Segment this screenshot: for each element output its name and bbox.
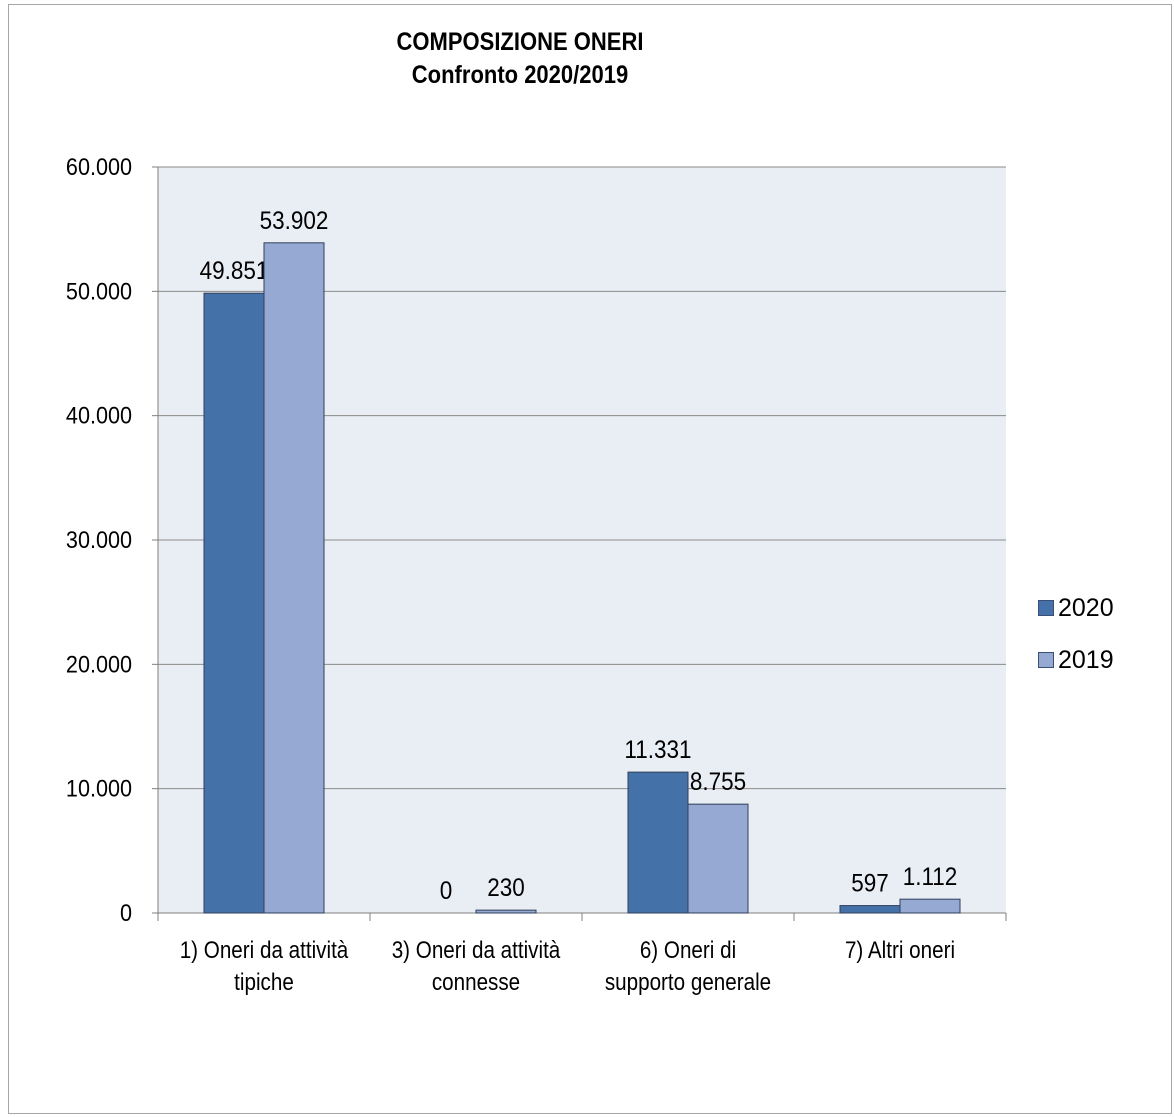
y-tick-label: 50.000: [66, 277, 132, 304]
legend-label: 2019: [1058, 645, 1114, 674]
legend-item-2020: 2020: [1038, 591, 1114, 625]
y-tick-label: 30.000: [66, 526, 132, 553]
x-category-label: 6) Oneri di: [640, 937, 736, 964]
bar-2020-3: [839, 905, 901, 914]
bar-2020-2: [627, 771, 689, 914]
y-tick-label: 40.000: [66, 402, 132, 429]
x-category-label: 1) Oneri da attività: [180, 937, 349, 964]
chart-subtitle: Confronto 2020/2019: [411, 61, 629, 89]
legend-item-2019: 2019: [1038, 643, 1114, 677]
y-tick-label: 10.000: [66, 775, 132, 802]
data-label-2020-2: 11.331: [624, 736, 691, 764]
x-category-label: tipiche: [234, 969, 294, 996]
x-category-label: 7) Altri oneri: [845, 937, 955, 964]
chart-title-block: COMPOSIZIONE ONERI Confronto 2020/2019: [291, 26, 749, 92]
bar-2020-0: [203, 292, 265, 914]
y-tick-label: 20.000: [66, 650, 132, 677]
legend: 2020 2019: [1038, 591, 1114, 695]
data-label-2019-1: 230: [487, 874, 525, 902]
data-label-2019-0: 53.902: [260, 207, 329, 235]
x-category-label: connesse: [432, 969, 520, 996]
bar-2019-2: [687, 803, 749, 914]
data-label-2019-3: 1.112: [903, 863, 958, 891]
bar-2019-3: [899, 898, 961, 914]
bar-2019-0: [263, 242, 325, 914]
x-category-label: 3) Oneri da attività: [392, 937, 561, 964]
x-category-label: supporto generale: [605, 969, 771, 996]
data-label-2020-0: 49.851: [200, 257, 269, 285]
data-label-2020-1: 0: [440, 877, 453, 905]
chart-title: COMPOSIZIONE ONERI: [396, 28, 644, 56]
legend-label: 2020: [1058, 593, 1114, 622]
bar-2019-1: [475, 909, 537, 914]
data-label-2019-2: 8.755: [690, 768, 746, 796]
y-tick-label: 0: [120, 899, 132, 926]
data-label-2020-3: 597: [851, 870, 889, 898]
legend-swatch: [1038, 600, 1054, 616]
y-tick-label: 60.000: [66, 153, 132, 180]
legend-swatch: [1038, 652, 1054, 668]
